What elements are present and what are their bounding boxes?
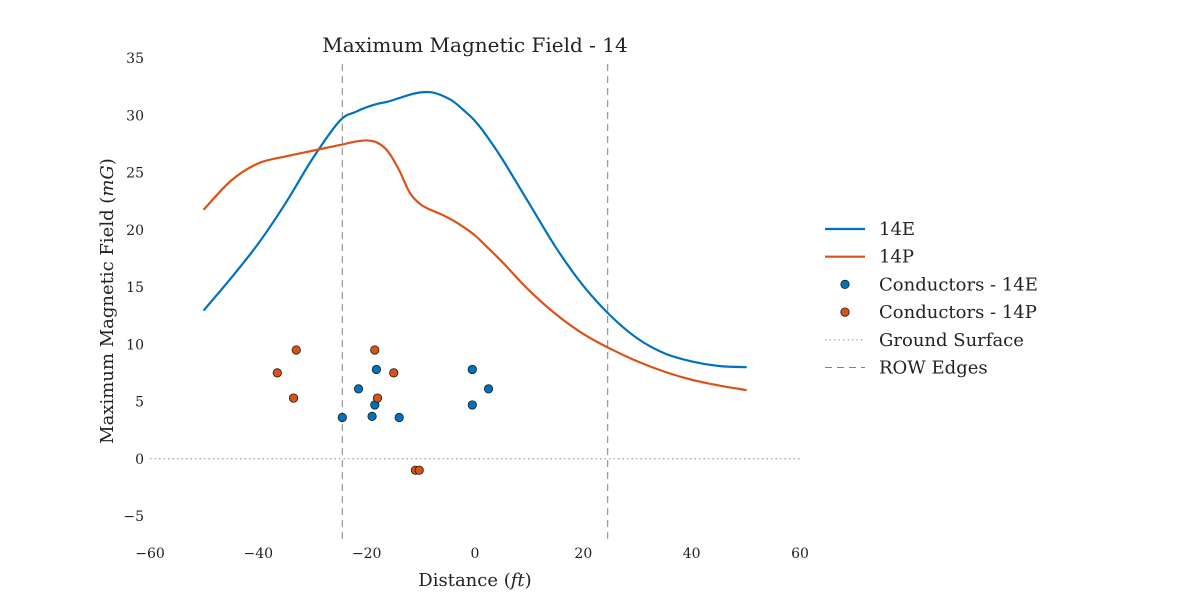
conductor-point-14e-3	[367, 411, 377, 421]
conductor-point-14e-5	[371, 364, 382, 375]
y-axis-label: Maximum Magnetic Field (mG)	[97, 158, 118, 444]
y-tick-label: 25	[126, 166, 144, 182]
x-tick-label: 40	[683, 546, 701, 562]
y-tick-label: 5	[135, 395, 144, 411]
legend-marker-conductors-14e	[840, 279, 850, 289]
y-axis-label-paren-close: )	[97, 158, 118, 165]
conductor-point-14e-6	[394, 412, 404, 423]
x-axis-ticks: −60 −40 −20 0 20 40 60	[135, 546, 809, 562]
x-tick-label: 0	[471, 546, 480, 562]
series-line-14e	[203, 90, 747, 369]
legend: 14E 14P Conductors - 14E Conductors - 14P Gr…	[825, 219, 1038, 379]
x-tick-label: −60	[135, 546, 165, 562]
conductor-point-14p-4	[370, 345, 380, 355]
legend-label-conductors-14e: Conductors - 14E	[879, 274, 1038, 295]
y-axis-label-unit: mG	[97, 165, 118, 196]
conductor-point-14p-6	[389, 368, 399, 378]
x-axis-label-unit: ft	[509, 570, 526, 591]
y-tick-label: 15	[126, 280, 144, 296]
x-tick-label: 20	[574, 546, 592, 562]
series-lines	[203, 90, 747, 392]
x-axis-label-text: Distance	[418, 570, 498, 591]
conductor-point-14e-9	[483, 384, 494, 394]
x-axis-label-paren-close: )	[525, 570, 532, 591]
conductor-point-14p-5	[372, 393, 383, 403]
series-line-14p	[203, 139, 747, 392]
conductor-point-14p-8	[414, 465, 424, 475]
x-tick-label: 60	[791, 546, 809, 562]
y-axis-label-paren-open: (	[97, 197, 118, 204]
legend-marker-conductors-14p	[840, 307, 850, 317]
conductor-point-14e-7	[467, 364, 477, 375]
y-tick-label: 35	[126, 51, 144, 67]
conductor-point-14e-8	[467, 400, 477, 410]
chart-title: Maximum Magnetic Field - 14	[322, 33, 627, 57]
conductor-points	[272, 345, 494, 475]
legend-label-row-edges: ROW Edges	[879, 358, 988, 379]
y-axis-ticks: −5 0 5 10 15 20 25 30 35	[123, 51, 144, 525]
x-axis-label: Distance (ft)	[418, 570, 531, 591]
legend-label-ground-surface: Ground Surface	[879, 330, 1024, 351]
conductor-point-14e-2	[353, 384, 364, 394]
x-tick-label: −20	[352, 546, 382, 562]
plot-area	[150, 64, 800, 539]
conductor-point-14e-1	[337, 412, 347, 423]
y-tick-label: 30	[126, 108, 144, 124]
y-tick-label: 10	[126, 337, 144, 353]
legend-label-14p: 14P	[879, 247, 914, 268]
x-axis-label-paren-open: (	[504, 570, 511, 591]
conductor-point-14p-2	[288, 393, 299, 403]
conductor-point-14p-1	[272, 368, 282, 378]
conductor-point-14p-3	[291, 345, 301, 355]
y-tick-label: 0	[135, 452, 144, 468]
y-tick-label: −5	[123, 509, 144, 525]
y-tick-label: 20	[126, 223, 144, 239]
legend-label-conductors-14p: Conductors - 14P	[879, 302, 1037, 323]
y-axis-label-text: Maximum Magnetic Field	[97, 209, 118, 443]
x-tick-label: −40	[244, 546, 274, 562]
legend-label-14e: 14E	[879, 219, 915, 240]
